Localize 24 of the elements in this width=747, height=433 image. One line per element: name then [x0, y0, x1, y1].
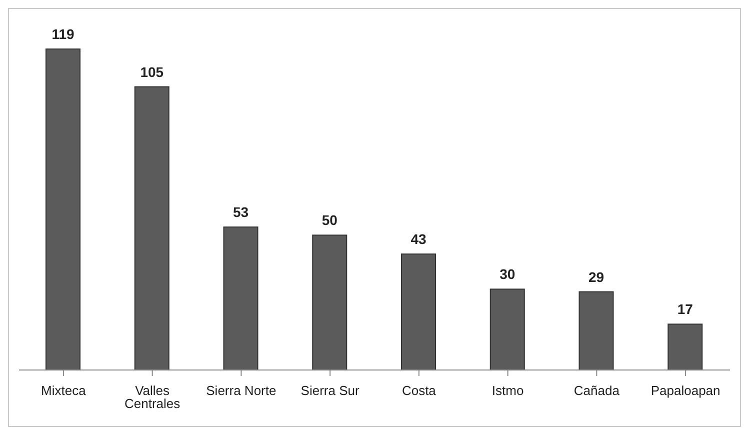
bar: [668, 324, 703, 370]
x-tick-label: Valles Centrales: [124, 383, 181, 412]
bar: [223, 226, 258, 370]
bar: [312, 234, 348, 370]
x-tick-label: Istmo: [492, 383, 524, 398]
bar: [46, 48, 80, 370]
bar: [401, 254, 436, 370]
x-tick-label: Cañada: [574, 383, 620, 398]
data-label: 53: [232, 204, 249, 220]
x-tick-label: Costa: [402, 383, 437, 398]
bar: [490, 288, 525, 370]
data-label: 29: [588, 268, 604, 285]
data-label: 105: [140, 64, 164, 80]
x-tick-label: Sierra Sur: [300, 383, 360, 398]
x-tick-label: Mixteca: [41, 383, 87, 398]
bar: [134, 86, 170, 370]
data-label: 50: [322, 212, 338, 228]
data-label: 30: [500, 266, 516, 282]
data-label: 17: [677, 301, 694, 318]
bar: [578, 291, 614, 370]
data-label: 119: [52, 26, 75, 42]
x-tick-label: Sierra Norte: [206, 383, 276, 398]
x-tick-label: Papaloapan: [650, 383, 720, 398]
data-label: 43: [410, 231, 426, 248]
